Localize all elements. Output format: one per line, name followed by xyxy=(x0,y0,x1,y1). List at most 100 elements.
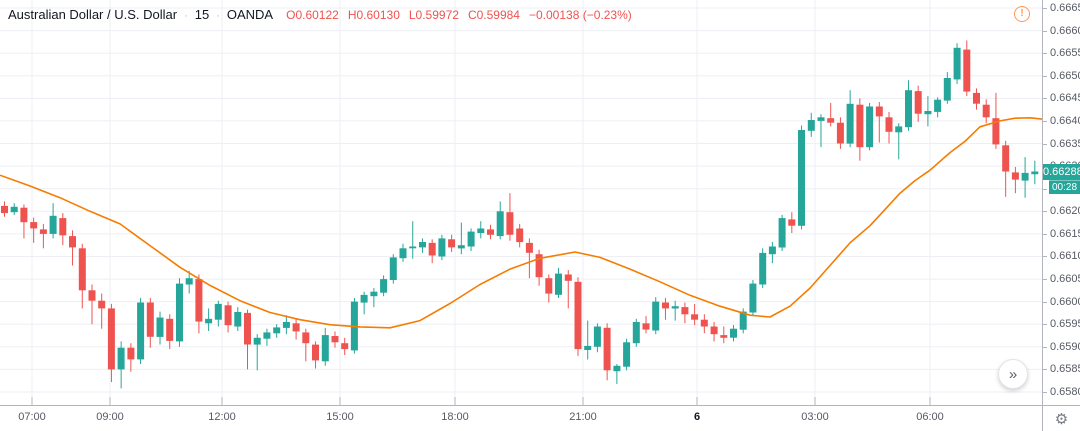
close-value: C0.59984 xyxy=(467,8,520,22)
price-tick-label: 0.65800 xyxy=(1050,385,1080,398)
price-tick-mark xyxy=(1043,211,1047,213)
candle-body xyxy=(827,118,835,123)
candle-body xyxy=(545,278,553,294)
candle-body xyxy=(39,229,47,234)
candle-body xyxy=(992,118,1000,145)
candle-body xyxy=(360,294,368,303)
interval-label[interactable]: 15 xyxy=(194,7,210,22)
time-tick-label: 15:00 xyxy=(326,411,354,423)
gear-icon[interactable]: ⚙ xyxy=(1054,410,1069,428)
candle-body xyxy=(632,322,640,344)
price-tick-mark xyxy=(1043,8,1047,9)
candle-body xyxy=(535,254,543,278)
candle-body xyxy=(59,218,67,236)
header-separator: · xyxy=(216,10,220,22)
ohlc-readout: O0.60122 H0.60130 L0.59972 C0.59984 −0.0… xyxy=(286,8,632,22)
candle-body xyxy=(671,306,679,309)
symbol-title[interactable]: Australian Dollar / U.S. Dollar xyxy=(8,7,178,22)
data-delay-info-icon[interactable]: ! xyxy=(1014,6,1030,22)
axis-settings-corner: ⚙ xyxy=(1043,406,1080,431)
candle-body xyxy=(973,92,980,104)
candle-body xyxy=(205,318,213,324)
candle-body xyxy=(798,130,805,226)
candle-body xyxy=(710,326,718,335)
candle-body xyxy=(943,78,951,101)
ma-line xyxy=(0,117,1042,329)
candle-body xyxy=(253,337,261,345)
time-axis[interactable]: 07:00 09:00 12:00 15:00 18:00 21:00 6 03:00 06:0… xyxy=(0,406,1042,431)
price-tick-label: 0.65850 xyxy=(1050,363,1080,376)
candle-body xyxy=(30,222,38,229)
candle-body xyxy=(185,278,193,285)
candle-body xyxy=(467,231,475,247)
candle-body xyxy=(263,332,271,339)
candle-body xyxy=(195,279,203,322)
candle-body xyxy=(875,106,883,117)
price-tick-label: 0.66500 xyxy=(1050,69,1080,82)
candle-body xyxy=(428,242,436,256)
price-tick-mark xyxy=(1043,143,1047,145)
candle-body xyxy=(487,229,494,235)
candle-body xyxy=(963,49,971,92)
candle-body xyxy=(107,308,115,370)
candle-body xyxy=(778,218,786,248)
candle-body xyxy=(49,215,57,234)
candle-body xyxy=(176,283,183,342)
candle-body xyxy=(924,111,932,115)
double-chevron-right-icon: » xyxy=(1008,365,1018,383)
price-tick-label: 0.66650 xyxy=(1050,2,1080,14)
price-tick-label: 0.65950 xyxy=(1050,318,1080,331)
price-tick-mark xyxy=(1043,120,1047,122)
candle-body xyxy=(613,365,621,372)
candle-body xyxy=(564,274,572,281)
time-tick-label: 09:00 xyxy=(96,411,124,423)
time-tick-label: 07:00 xyxy=(18,411,46,423)
header-separator: · xyxy=(184,10,188,22)
candle-body xyxy=(856,104,864,148)
price-axis[interactable]: 0.66650 0.66600 0.66550 0.66500 0.66450 0.664… xyxy=(1043,0,1080,405)
candle-body xyxy=(730,328,737,338)
exchange-label: OANDA xyxy=(226,7,274,22)
chart-canvas[interactable] xyxy=(0,0,1042,405)
candle-body xyxy=(292,323,300,332)
candle-body xyxy=(409,246,417,249)
price-tick-label: 0.66200 xyxy=(1050,205,1080,218)
candle-body xyxy=(156,317,164,337)
time-tick-label: 12:00 xyxy=(208,411,236,423)
candle-body xyxy=(448,239,456,248)
candle-body xyxy=(127,347,135,360)
candle-body xyxy=(20,207,28,223)
price-tick-mark xyxy=(1043,256,1047,258)
candle-body xyxy=(642,323,650,330)
candle-body xyxy=(78,248,86,291)
candle-body xyxy=(69,236,76,248)
candle-body xyxy=(1021,172,1029,181)
candle-body xyxy=(836,122,844,144)
candle-body xyxy=(905,90,912,128)
scroll-to-realtime-button[interactable]: » xyxy=(998,359,1028,389)
price-tick-mark xyxy=(1043,30,1047,32)
candle-body xyxy=(380,279,388,293)
price-tick-label: 0.65900 xyxy=(1050,340,1080,353)
candle-body xyxy=(807,120,815,131)
candle-body xyxy=(399,248,407,259)
candle-body xyxy=(895,126,903,133)
time-tick-label: 6 xyxy=(693,411,701,423)
price-tick-label: 0.66550 xyxy=(1050,47,1080,60)
candle-body xyxy=(914,91,922,114)
candle-body xyxy=(321,335,329,362)
candle-body xyxy=(788,219,796,226)
candle-body xyxy=(623,342,631,367)
time-tick-label: 21:00 xyxy=(569,411,597,423)
candle-body xyxy=(506,212,514,235)
price-tick-mark xyxy=(1043,324,1047,326)
price-tick-label: 0.66000 xyxy=(1050,295,1080,308)
price-tick-label: 0.66100 xyxy=(1050,250,1080,263)
candle-body xyxy=(137,302,145,360)
price-tick-mark xyxy=(1043,98,1047,100)
time-axis-border xyxy=(0,405,1080,406)
candle-body xyxy=(370,291,378,297)
candle-body xyxy=(419,242,426,248)
price-tick-mark xyxy=(1043,279,1047,281)
